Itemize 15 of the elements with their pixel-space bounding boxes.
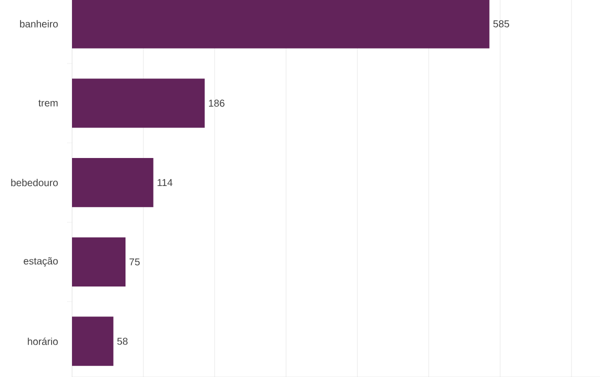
- data-label: 186: [209, 100, 224, 107]
- y-tick-label: estação: [24, 257, 58, 267]
- data-label: 114: [158, 179, 172, 186]
- data-label: 58: [117, 338, 128, 345]
- bar: [72, 316, 114, 366]
- y-tick-label: banheiro: [20, 20, 58, 28]
- y-tick-label: horário: [28, 338, 58, 345]
- y-tick-label: bebedouro: [11, 178, 58, 186]
- bar: [72, 0, 490, 48]
- data-label: 585: [493, 20, 510, 28]
- bar: [72, 158, 154, 208]
- y-tick-label: trem: [38, 100, 58, 106]
- bar: [72, 237, 126, 287]
- data-label: 75: [130, 258, 140, 266]
- bar: [72, 78, 205, 128]
